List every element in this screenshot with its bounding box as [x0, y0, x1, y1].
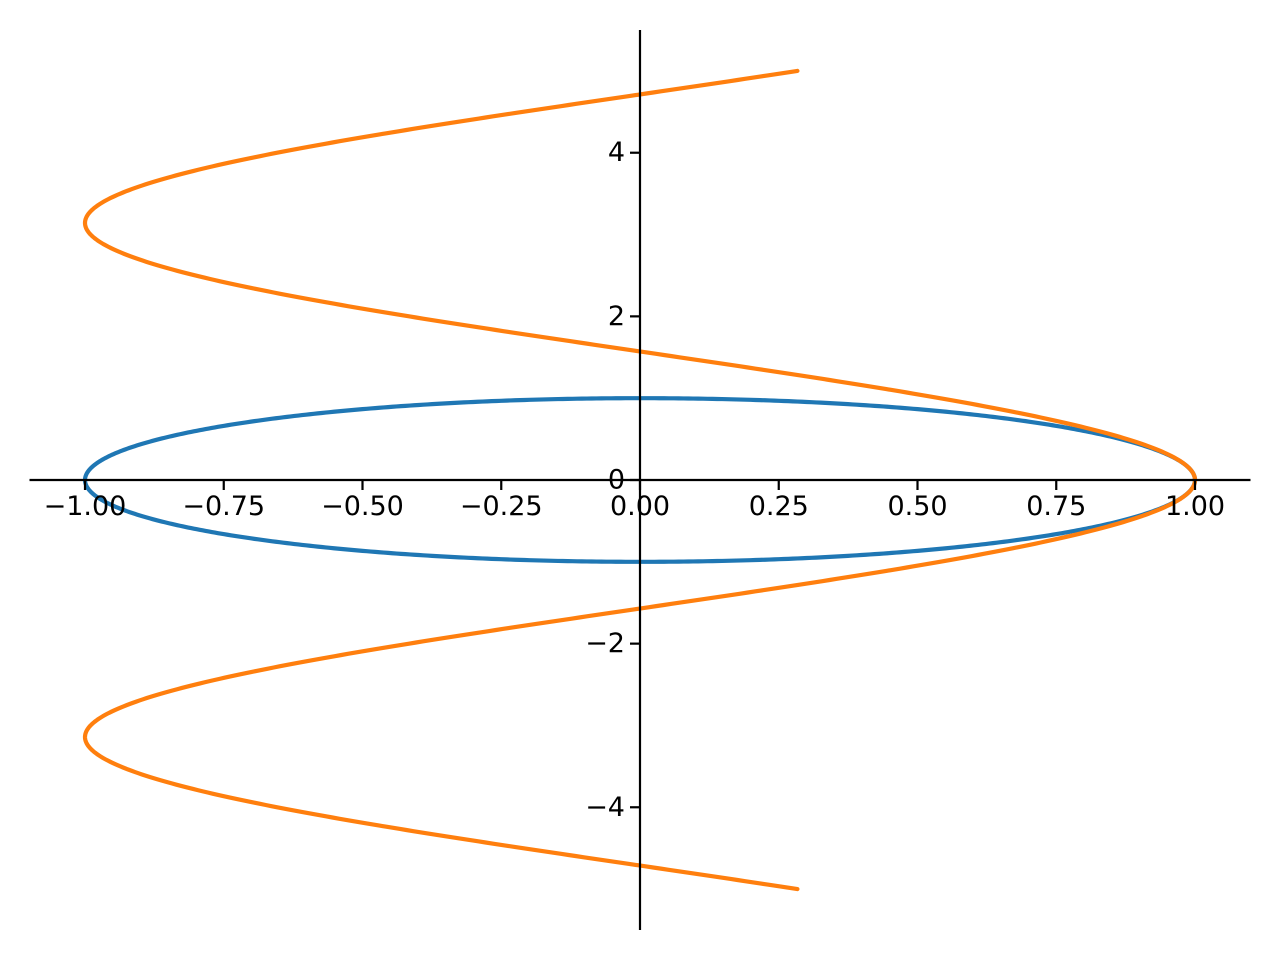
x-tick-label: −1.00 [44, 491, 127, 522]
y-tick-label: 4 [608, 137, 625, 168]
x-tick-label: −0.75 [182, 491, 265, 522]
y-tick-label: 2 [608, 301, 625, 332]
y-tick-label: −4 [585, 792, 625, 823]
x-tick-label: 1.00 [1165, 491, 1225, 522]
x-tick-label: 0.50 [887, 491, 947, 522]
x-tick-label: −0.50 [321, 491, 404, 522]
y-tick-label: −2 [585, 628, 625, 659]
y-tick-label: 0 [608, 465, 625, 496]
x-tick-label: 0.75 [1026, 491, 1086, 522]
x-tick-label: 0.25 [749, 491, 809, 522]
x-tick-label: −0.25 [460, 491, 543, 522]
axes: −1.00 −0.75 −0.50 −0.25 0.00 0.25 0.50 0.75 1.00… [29, 30, 1251, 930]
x-tick-label: 0.00 [610, 491, 670, 522]
